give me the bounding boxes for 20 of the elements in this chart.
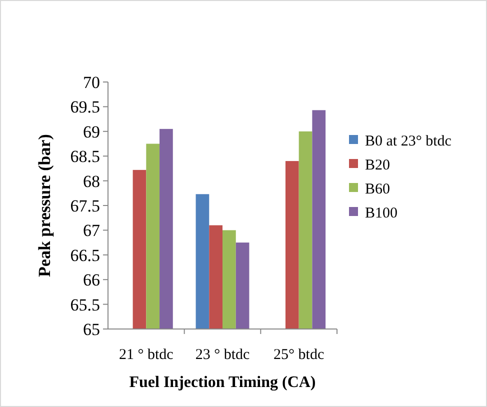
y-tick-label: 68.5 bbox=[70, 147, 100, 166]
legend-label: B100 bbox=[365, 205, 398, 222]
x-axis-title: Fuel Injection Timing (CA) bbox=[129, 374, 316, 391]
y-tick-label: 70 bbox=[83, 72, 100, 92]
x-tick-label: 23 ° btdc bbox=[195, 347, 250, 363]
y-axis-title: Peak pressure (bar) bbox=[35, 134, 54, 277]
y-tick-label: 67 bbox=[83, 221, 100, 240]
legend-label: B60 bbox=[365, 181, 390, 198]
y-tick-label: 68 bbox=[83, 172, 100, 191]
x-tick-label: 21 ° btdc bbox=[119, 347, 174, 363]
y-tick-label: 69 bbox=[83, 122, 100, 142]
legend-label: B20 bbox=[365, 157, 390, 174]
x-tick-label: 25° btdc bbox=[274, 347, 324, 363]
y-tick-label: 66.5 bbox=[70, 246, 100, 265]
legend-label: B0 at 23° btdc bbox=[365, 133, 452, 150]
y-tick-label: 67.5 bbox=[70, 196, 100, 216]
y-tick-label: 65.5 bbox=[70, 295, 100, 314]
y-tick-label: 65 bbox=[83, 320, 100, 339]
y-tick-label: 69.5 bbox=[70, 98, 100, 117]
y-tick-label: 66 bbox=[83, 270, 100, 290]
